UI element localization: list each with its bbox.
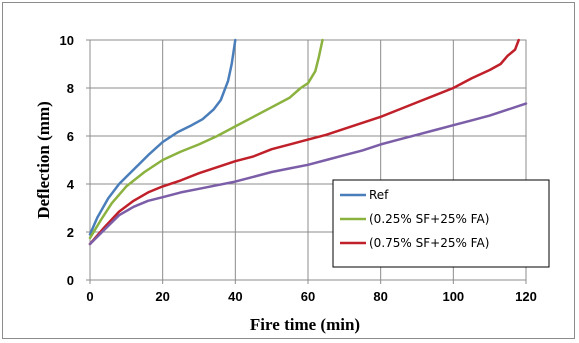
y-tick-label: 2 <box>67 225 74 240</box>
series-line-2 <box>88 38 324 240</box>
y-tick-label: 8 <box>67 81 74 96</box>
series-line-4 <box>88 102 528 246</box>
x-tick-label: 60 <box>301 289 315 304</box>
series-line-3 <box>88 38 520 246</box>
legend-label-3: (0.75% SF+25% FA) <box>369 236 489 250</box>
x-tick-label: 120 <box>515 289 537 304</box>
x-axis-title: Fire time (min) <box>250 315 360 334</box>
y-axis-title: Deflection (mm) <box>34 101 53 219</box>
y-tick-label: 4 <box>67 177 75 192</box>
legend-box <box>332 179 550 268</box>
y-tick-label: 0 <box>67 273 74 288</box>
tick-labels: 0 20 40 60 80 100 120 0 2 4 6 8 10 <box>60 33 537 304</box>
legend-label-1: Ref <box>369 188 389 202</box>
y-tick-label: 10 <box>60 33 74 48</box>
y-tick-label: 6 <box>67 129 74 144</box>
series-line-1 <box>88 38 237 236</box>
series-lines <box>88 38 528 246</box>
x-tick-label: 80 <box>373 289 387 304</box>
x-tick-label: 0 <box>86 289 93 304</box>
x-tick-label: 20 <box>155 289 169 304</box>
x-tick-label: 40 <box>228 289 242 304</box>
legend-label-2: (0.25% SF+25% FA) <box>369 212 489 226</box>
x-tick-label: 100 <box>442 289 464 304</box>
legend: Ref (0.25% SF+25% FA) (0.75% SF+25% FA) <box>332 179 550 268</box>
